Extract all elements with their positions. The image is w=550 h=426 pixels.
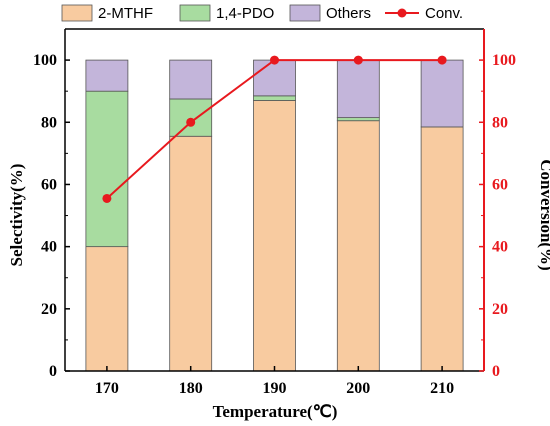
bar-others-190	[253, 59, 296, 97]
legend-label-conv-: Conv.	[425, 5, 463, 22]
bar-1-4-pdo-170	[85, 90, 129, 248]
bar-2-mthf-190	[253, 100, 296, 372]
y-tick-label: 80	[41, 114, 57, 131]
x-axis-title: Temperature(℃)	[213, 402, 338, 421]
legend-swatch-marker	[397, 8, 407, 18]
legend-swatch-1-4-pdo	[179, 4, 211, 22]
bar-2-mthf-170	[85, 246, 129, 372]
y2-tick-label: 0	[492, 363, 500, 380]
bars-layer	[85, 59, 464, 372]
bar-others-170	[85, 59, 129, 92]
bar-1-4-pdo-200	[336, 117, 380, 122]
legend-label-2-mthf: 2-MTHF	[98, 5, 153, 22]
line-layer	[102, 55, 447, 203]
y-tick-label: 20	[41, 301, 57, 318]
conversion-point-180	[186, 117, 196, 127]
y2-tick-label: 40	[492, 239, 508, 256]
y2-tick-label: 100	[492, 52, 516, 69]
conversion-point-190	[270, 55, 279, 65]
x-tick-label: 170	[95, 380, 119, 397]
y-tick-label: 0	[49, 363, 57, 380]
legend-label-1-4-pdo: 1,4-PDO	[216, 5, 274, 22]
y-axis-title: Selectivity(%)	[7, 164, 26, 267]
y2-tick-label: 80	[492, 114, 508, 131]
y2-tick-label: 20	[492, 301, 508, 318]
x-tick-label: 200	[346, 380, 370, 397]
x-tick-label: 180	[179, 380, 203, 397]
y2-axis-title: Conversion(%)	[537, 159, 550, 270]
legend-label-others: Others	[326, 5, 371, 22]
conversion-point-200	[353, 55, 363, 65]
x-tick-label: 210	[430, 380, 454, 397]
bar-others-210	[420, 59, 464, 128]
conversion-point-210	[437, 55, 447, 65]
legend: 2-MTHF 1,4-PDO Others Conv.	[61, 4, 463, 22]
bar-2-mthf-180	[169, 135, 213, 372]
bar-2-mthf-210	[420, 126, 464, 372]
y-tick-label: 60	[41, 176, 57, 193]
axes-layer: 0 20 40 60 80 100 0 20 40 60 80 100 170 180 190 200 210	[33, 28, 516, 397]
y2-tick-label: 60	[492, 176, 508, 193]
x-tick-label: 190	[263, 380, 287, 397]
bar-1-4-pdo-190	[253, 95, 296, 101]
y-tick-label: 100	[33, 52, 57, 69]
bar-2-mthf-200	[336, 120, 380, 372]
bar-1-4-pdo-180	[169, 98, 213, 137]
conversion-point-170	[102, 193, 112, 203]
legend-swatch-2-mthf	[61, 4, 93, 22]
legend-swatch-others	[289, 4, 321, 22]
bar-others-200	[336, 59, 380, 119]
bar-others-180	[169, 59, 213, 100]
y-tick-label: 40	[41, 239, 57, 256]
